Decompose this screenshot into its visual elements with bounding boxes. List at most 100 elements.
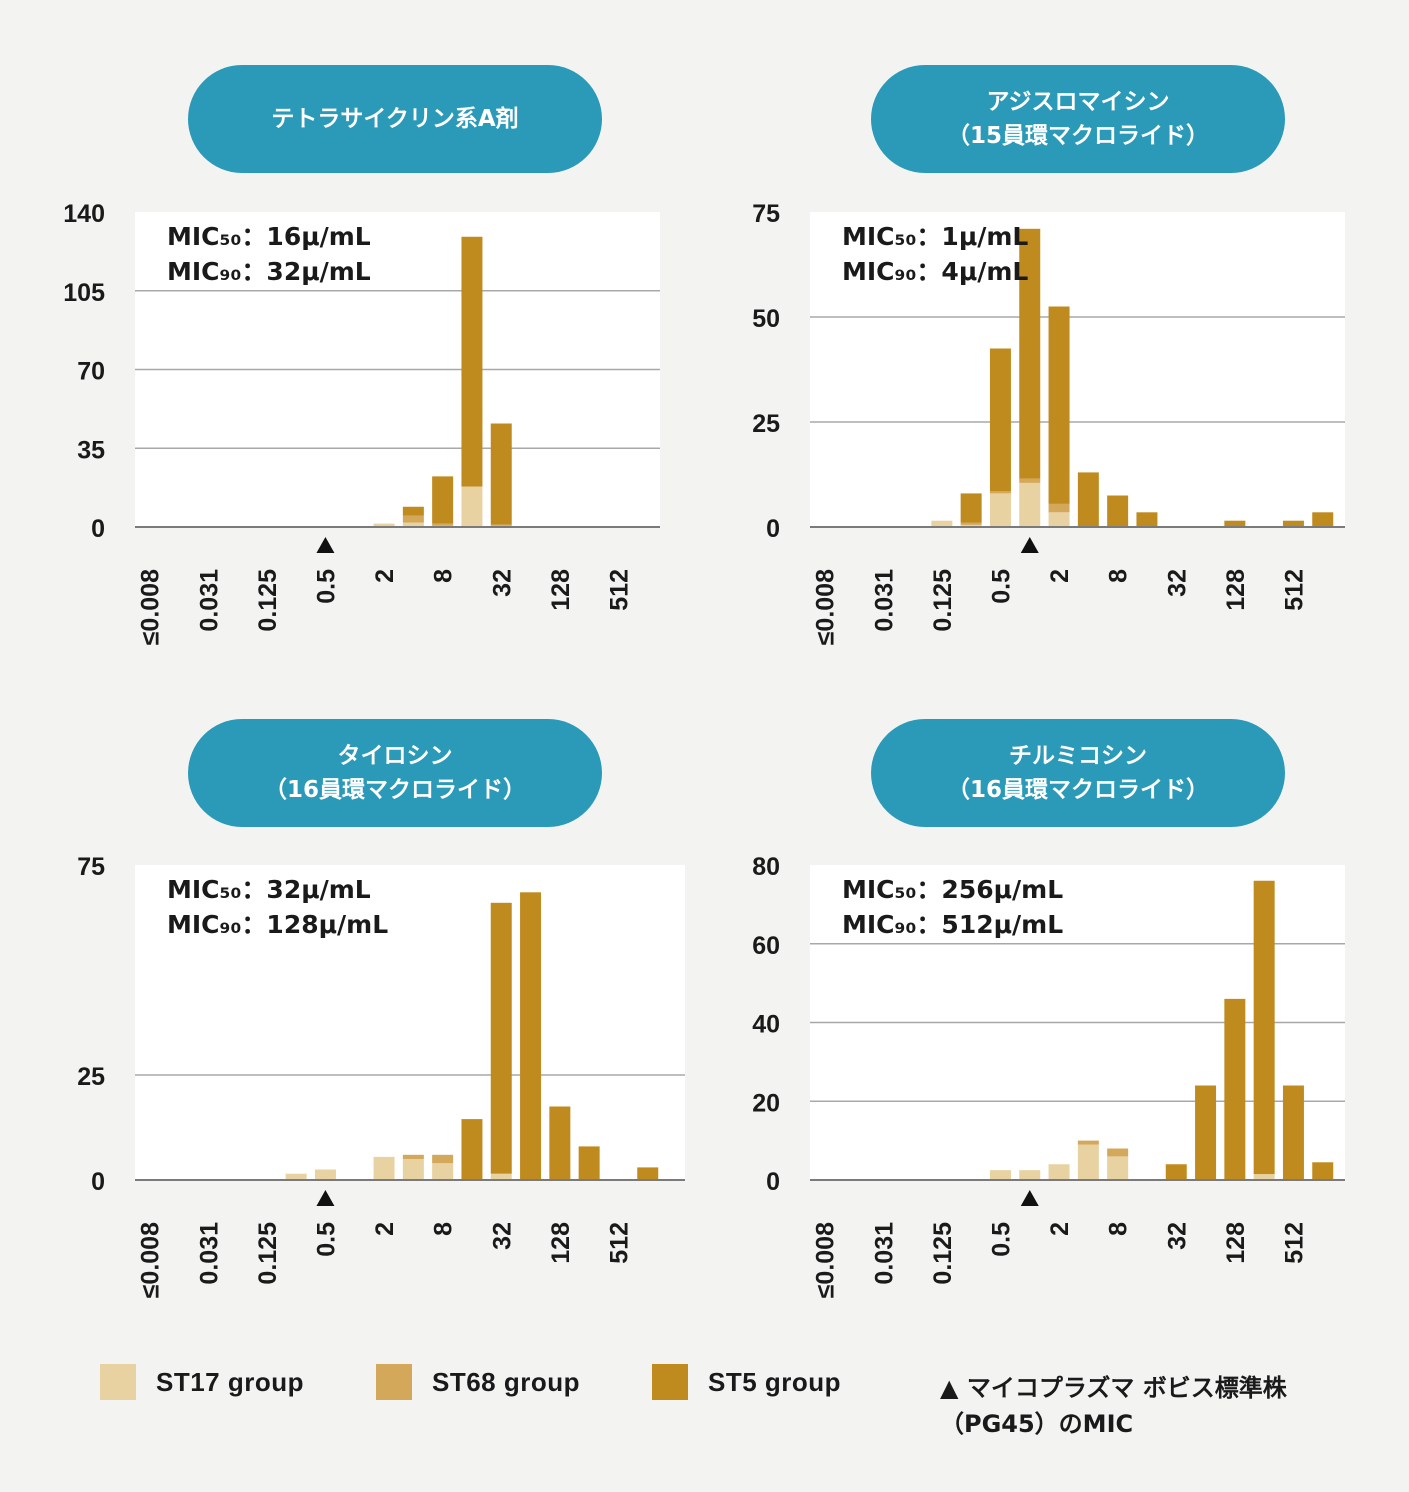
chart-3-bar-st17-group [490, 1173, 512, 1180]
chart-1-xtick-label: 0.125 [254, 569, 282, 632]
chart-3-bar-st17-group [285, 1173, 307, 1180]
legend-swatch-st68 [376, 1364, 412, 1400]
chart-3-bar-st5-group [461, 1119, 483, 1180]
chart-1-mic-annotation: MIC₉₀：32μ/mL [167, 257, 371, 286]
chart-4-xtick-label: 128 [1222, 1222, 1250, 1264]
chart-3-bar-st68-group [432, 1154, 454, 1164]
chart-4-title-line-2: （16員環マクロライド） [946, 777, 1209, 803]
chart-3-ytick-label: 75 [77, 853, 105, 881]
chart-4-ytick-label: 80 [752, 853, 780, 881]
chart-2-bar-st68-group [1048, 503, 1070, 513]
chart-1-bar-st68-group [490, 524, 512, 526]
chart-2-plot-area [810, 212, 1345, 527]
chart-1-bar-st17-group [373, 523, 395, 527]
chart-2-bar-st68-group [960, 522, 982, 525]
chart-1-bar-st5-group [402, 506, 424, 516]
chart-1-ytick-label: 105 [63, 279, 105, 307]
chart-4-bar-st5-group [1312, 1162, 1334, 1180]
chart-4-bar-st5-group [1224, 998, 1246, 1180]
chart-2-bar-st5-group [1077, 472, 1099, 527]
chart-1-xtick-label: 0.031 [195, 569, 223, 632]
chart-3-bar-st5-group [490, 902, 512, 1174]
chart-4-bar-st68-group [1077, 1140, 1099, 1145]
chart-4-xtick-label: 512 [1280, 1222, 1308, 1264]
chart-2-xtick-label: ≤0.008 [812, 569, 840, 645]
chart-3-reference-marker-icon [316, 1190, 335, 1206]
chart-2-reference-marker-icon [1020, 537, 1039, 553]
chart-4-ytick-label: 0 [766, 1168, 780, 1196]
chart-2-bar-st68-group [989, 491, 1011, 494]
legend-item-st17: ST17 group [100, 1364, 304, 1400]
chart-2-xtick-label: 32 [1163, 569, 1191, 597]
chart-2-bar-st5-group [1107, 495, 1129, 527]
chart-4-bar-st5-group [1282, 1085, 1304, 1180]
chart-2-ytick-label: 75 [752, 200, 780, 228]
chart-4-mic-annotation: MIC₅₀：256μ/mL [842, 875, 1063, 904]
chart-2-ytick-label: 25 [752, 410, 780, 438]
chart-3-xtick-label: 0.5 [312, 1222, 340, 1257]
chart-3-ytick-label: 0 [91, 1168, 105, 1196]
chart-4-bar-st5-group [1165, 1164, 1187, 1180]
legend-swatch-st17 [100, 1364, 136, 1400]
chart-4-bar-st5-group [1253, 880, 1275, 1175]
legend: ST17 group ST68 group ST5 group ▲ マイコプラズ… [100, 1362, 1380, 1452]
chart-1-title-line: テトラサイクリン系A剤 [271, 106, 519, 132]
chart-3-xtick-label: 128 [547, 1222, 575, 1264]
chart-4-title: チルミコシン （16員環マクロライド） [871, 719, 1285, 827]
chart-1-xtick-label: 0.5 [312, 569, 340, 604]
chart-4: 0 20 40 60 80 ≤0.008 0.031 0.125 0.5 2 8 32 128 512 MI… [752, 853, 1345, 1298]
legend-label-st17: ST17 group [156, 1366, 305, 1397]
chart-3-xtick-label: 512 [605, 1222, 633, 1264]
chart-1-bar-st17-group [402, 522, 424, 527]
chart-3-bar-st17-group [314, 1169, 336, 1180]
triangle-marker-icon: ▲ [940, 1374, 959, 1402]
chart-1-bar-st17-group [461, 486, 483, 527]
chart-2-bar-st5-group [989, 348, 1011, 492]
chart-4-ytick-label: 60 [752, 932, 780, 960]
chart-2-bar-st17-group [989, 493, 1011, 527]
chart-1-bar-st68-group [432, 523, 454, 526]
chart-2-title-line-1: アジスロマイシン [986, 89, 1170, 115]
chart-4-bar-st17-group [989, 1170, 1011, 1180]
chart-4-xtick-label: 8 [1105, 1222, 1133, 1236]
chart-2-bar-st17-group [960, 524, 982, 527]
chart-4-bar-st17-group [1048, 1164, 1070, 1180]
chart-1-xtick-label: 128 [547, 569, 575, 611]
chart-4-xtick-label: 0.5 [987, 1222, 1015, 1257]
chart-4-bar-st68-group [1107, 1148, 1129, 1157]
chart-4-bar-st5-group [1195, 1085, 1217, 1180]
chart-2-mic-annotation: MIC₅₀：1μ/mL [842, 222, 1028, 251]
legend-label-st5: ST5 group [708, 1366, 842, 1397]
chart-4-xtick-label: 0.031 [870, 1222, 898, 1285]
chart-4-title-line-1: チルミコシン [1009, 743, 1147, 769]
chart-3-bar-st5-group [578, 1146, 600, 1180]
chart-1-ytick-label: 0 [91, 515, 105, 543]
chart-1-xtick-label: 2 [371, 569, 399, 583]
chart-3-bar-st68-group [402, 1154, 424, 1159]
chart-2-xtick-label: 0.125 [929, 569, 957, 632]
chart-1-xtick-label: 512 [605, 569, 633, 611]
chart-2-bar-st68-group [1019, 478, 1041, 483]
chart-2-xtick-label: 128 [1222, 569, 1250, 611]
chart-2-ytick-label: 0 [766, 515, 780, 543]
chart-2-bar-st17-group [1048, 512, 1070, 527]
legend-item-st68: ST68 group [376, 1364, 580, 1400]
chart-4-ytick-label: 20 [752, 1089, 780, 1117]
legend-marker-line-1: マイコプラズマ ボビス標準株 [966, 1374, 1287, 1402]
chart-3-mic-annotation: MIC₅₀：32μ/mL [167, 875, 371, 904]
chart-4-mic-annotation: MIC₉₀：512μ/mL [842, 910, 1063, 939]
chart-2-bar-st5-group [1224, 520, 1246, 527]
chart-2-bar-st5-group [1136, 512, 1158, 527]
chart-4-bar-st17-group [1107, 1156, 1129, 1180]
chart-2-bar-st5-group [1312, 512, 1334, 527]
chart-3-plot-area [135, 865, 685, 1180]
chart-3-bar-st17-group [373, 1156, 395, 1180]
chart-2-xtick-label: 0.5 [987, 569, 1015, 604]
legend-swatch-st5 [652, 1364, 688, 1400]
chart-3: 0 25 75 ≤0.008 0.031 0.125 0.5 2 8 32 128 512 MIC₅₀：… [77, 853, 685, 1298]
chart-4-xtick-label: 2 [1046, 1222, 1074, 1236]
chart-4-xtick-label: 0.125 [929, 1222, 957, 1285]
chart-3-bar-st5-group [549, 1106, 571, 1180]
chart-3-xtick-label: 2 [371, 1222, 399, 1236]
